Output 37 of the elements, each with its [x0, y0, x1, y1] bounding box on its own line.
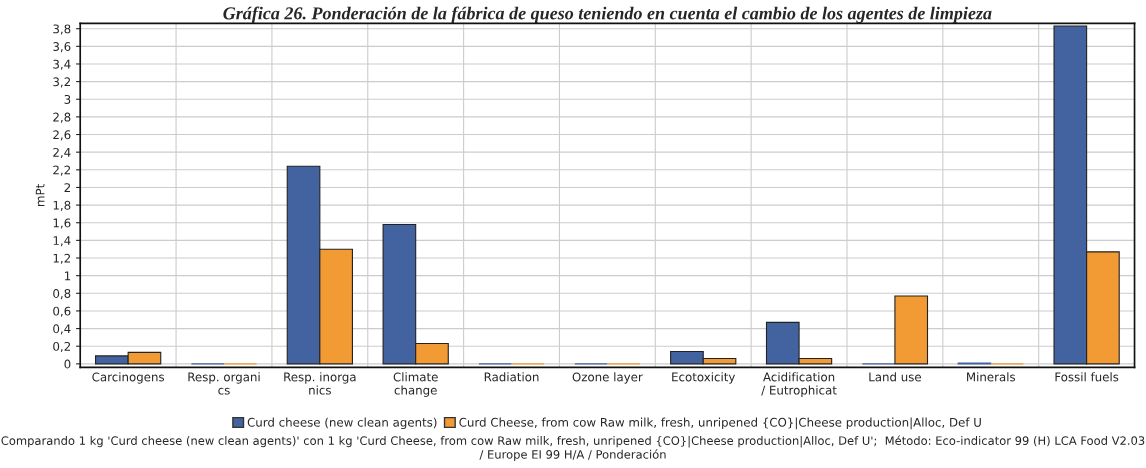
y-tick-label: 2 [64, 183, 71, 192]
y-tick-label: 2,2 [53, 165, 71, 176]
y-tick-label: 2,8 [53, 112, 71, 123]
y-tick-label: 1,2 [53, 253, 71, 264]
y-tick-label: 1 [64, 271, 71, 281]
x-tick-label: Fossil fuels [1055, 372, 1119, 382]
y-axis-title: mPt [35, 184, 45, 206]
x-tick-label: Ozone layer [572, 372, 643, 384]
bar [894, 295, 929, 365]
y-tick-label: 0,4 [53, 324, 71, 335]
y-tick-label: 0,6 [53, 306, 71, 317]
x-tick-label: Climate change [393, 372, 438, 397]
y-tick-label: 2,4 [53, 147, 71, 159]
y-tick-label: 0,8 [53, 289, 71, 300]
text: Comparando 1 kg 'Curd cheese (new clean agents)' con 1 kg 'Curd Cheese, from cow Raw milk, fresh, unripened {CO}|Cheese production|Alloc, Def U'; Método: Eco-indicator 99 (H) LCA Food V2.03 / Europe EI 99 H/A / Ponderación [1, 435, 1145, 461]
y-tick-label: 0 [64, 359, 71, 369]
x-tick-label: Resp. organi cs [188, 372, 260, 395]
legend-label: Curd cheese (new clean agents) [247, 417, 437, 430]
x-tick-label: Radiation [484, 372, 539, 382]
y-tick-label: 3,8 [53, 24, 71, 35]
x-tick-label: Minerals [967, 372, 1016, 382]
y-tick-label: 1,6 [53, 218, 71, 229]
y-tick-label: 0,2 [53, 341, 71, 353]
y-tick-label: 1,4 [53, 236, 71, 247]
x-tick-label: Acidification / Eutrophicat [761, 372, 837, 397]
y-tick-label: 3,2 [53, 77, 71, 88]
y-tick-label: 1,8 [53, 200, 71, 211]
legend-label: Curd Cheese, from cow Raw milk, fresh, unripened {CO}|Cheese production|Alloc, Def U [459, 417, 981, 430]
y-tick-label: 3 [64, 94, 71, 104]
x-tick-label: Ecotoxicity [672, 372, 736, 384]
x-tick-label: Resp. inorga nics [284, 372, 356, 395]
chart-title: Gráfica 26. Ponderación de la fábrica de queso teniendo en cuenta el cambio de los agentes de limpieza [223, 6, 992, 24]
y-tick-label: 2,6 [53, 130, 71, 141]
x-tick-label: Carcinogens [92, 372, 165, 384]
y-tick-label: 3,6 [53, 42, 71, 53]
y-tick-label: 3,4 [53, 59, 71, 70]
x-tick-label: Land use [869, 372, 922, 382]
